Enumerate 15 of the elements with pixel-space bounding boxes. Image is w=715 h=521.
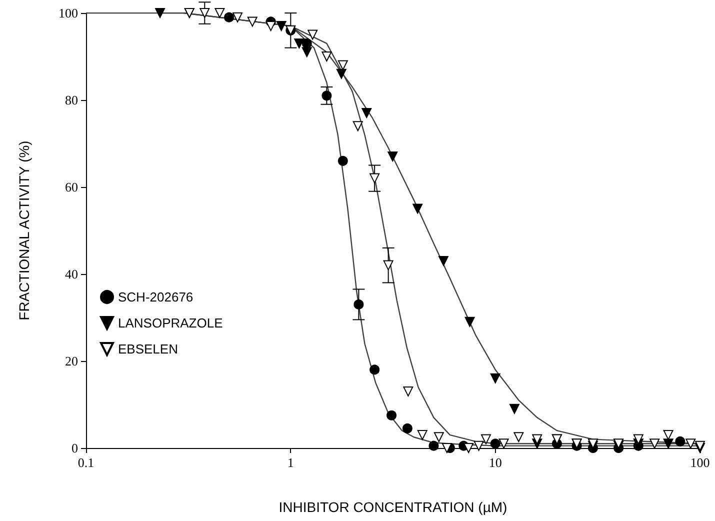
- y-tick-label: 20: [65, 354, 78, 368]
- y-tick-label: 40: [65, 266, 78, 282]
- y-axis-title: FRACTIONAL ACTIVITY (%): [16, 140, 32, 320]
- x-tick-label: 10: [488, 455, 502, 470]
- x-axis-title: INHIBITOR CONCENTRATION (µM): [278, 499, 508, 515]
- x-tick-label: 100: [690, 455, 710, 470]
- y-tick-label: 100: [58, 6, 78, 20]
- legend-label: LANSOPRAZOLE: [118, 316, 224, 330]
- y-tick-label: 60: [65, 180, 78, 194]
- y-tick-label: 80: [65, 92, 78, 108]
- x-tick-label: 0.1: [78, 455, 94, 470]
- legend-label: SCH-202676: [118, 290, 194, 304]
- x-tick-label: 1: [287, 455, 294, 470]
- legend-label: EBSELEN: [118, 342, 178, 356]
- y-tick-label: 0: [72, 440, 78, 456]
